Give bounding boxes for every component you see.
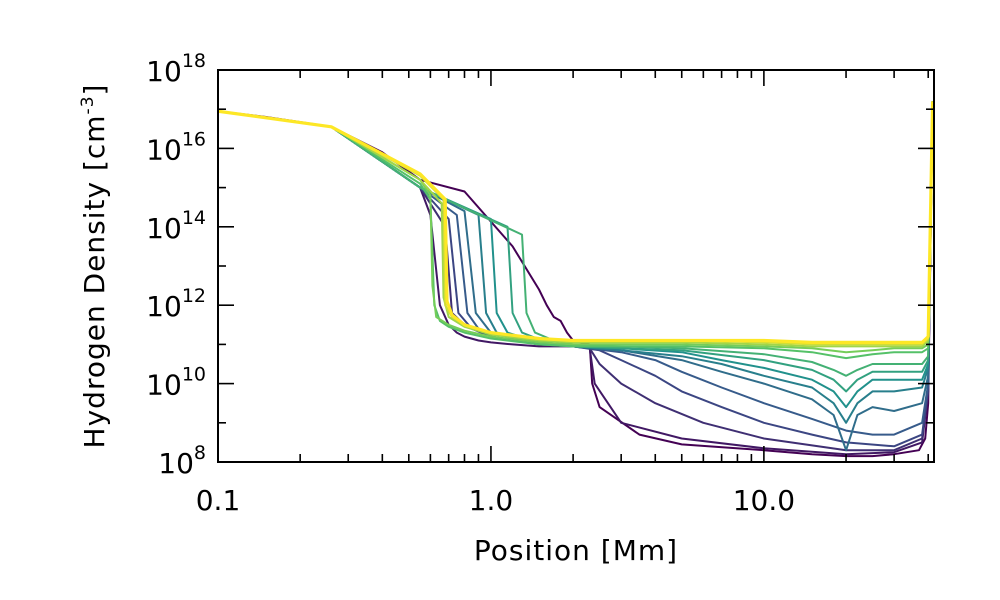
y-tick-label-base: 10	[146, 55, 182, 88]
series-line-t13	[218, 101, 934, 346]
y-axis-title: Hydrogen Density [cm-3]	[78, 84, 111, 449]
y-tick-label: 1010	[146, 364, 206, 402]
y-tick-label-base: 10	[146, 133, 182, 166]
y-tick-label: 1012	[146, 285, 206, 323]
y-tick-label: 1016	[146, 128, 206, 166]
tick-layer	[217, 69, 934, 463]
x-tick-label: 10.0	[733, 484, 795, 517]
series-line-t10	[218, 101, 934, 360]
y-tick-label-exp: 16	[182, 128, 206, 150]
series-line-t4	[218, 101, 934, 436]
y-tick-label-exp: 18	[182, 50, 206, 72]
series-line-t5	[218, 101, 934, 452]
y-tick-label-base: 10	[146, 369, 182, 402]
y-tick-label: 1018	[146, 50, 206, 88]
y-axis-title-text: Hydrogen Density [cm	[78, 114, 111, 448]
series-line-t11	[218, 101, 934, 354]
series-line-t14	[218, 101, 934, 344]
plot-frame	[217, 69, 935, 463]
series-line-t7	[218, 101, 934, 409]
x-tick-label: 0.1	[196, 484, 241, 517]
y-tick-label: 108	[158, 442, 206, 480]
y-tick-label-exp: 8	[194, 442, 206, 464]
y-tick-label-base: 10	[146, 290, 182, 323]
x-axis-title: Position [Mm]	[474, 534, 678, 567]
series-layer	[218, 101, 934, 458]
series-line-t3	[218, 101, 934, 448]
y-tick-label-base: 10	[158, 447, 194, 480]
y-axis-title-exp: -3	[78, 95, 98, 114]
series-line-t12	[218, 101, 934, 348]
series-line-t0	[218, 101, 934, 458]
series-line-t9	[218, 101, 934, 377]
y-tick-label-exp: 10	[182, 364, 206, 386]
y-tick-label-base: 10	[146, 212, 182, 245]
series-line-t6	[218, 101, 934, 424]
series-line-t1	[218, 101, 934, 456]
y-tick-label-exp: 12	[182, 285, 206, 307]
x-tick-label: 1.0	[469, 484, 514, 517]
series-line-t8	[218, 101, 934, 393]
y-tick-label-exp: 14	[182, 207, 206, 229]
y-tick-label: 1014	[146, 207, 206, 245]
y-axis-title-close: ]	[78, 84, 111, 96]
